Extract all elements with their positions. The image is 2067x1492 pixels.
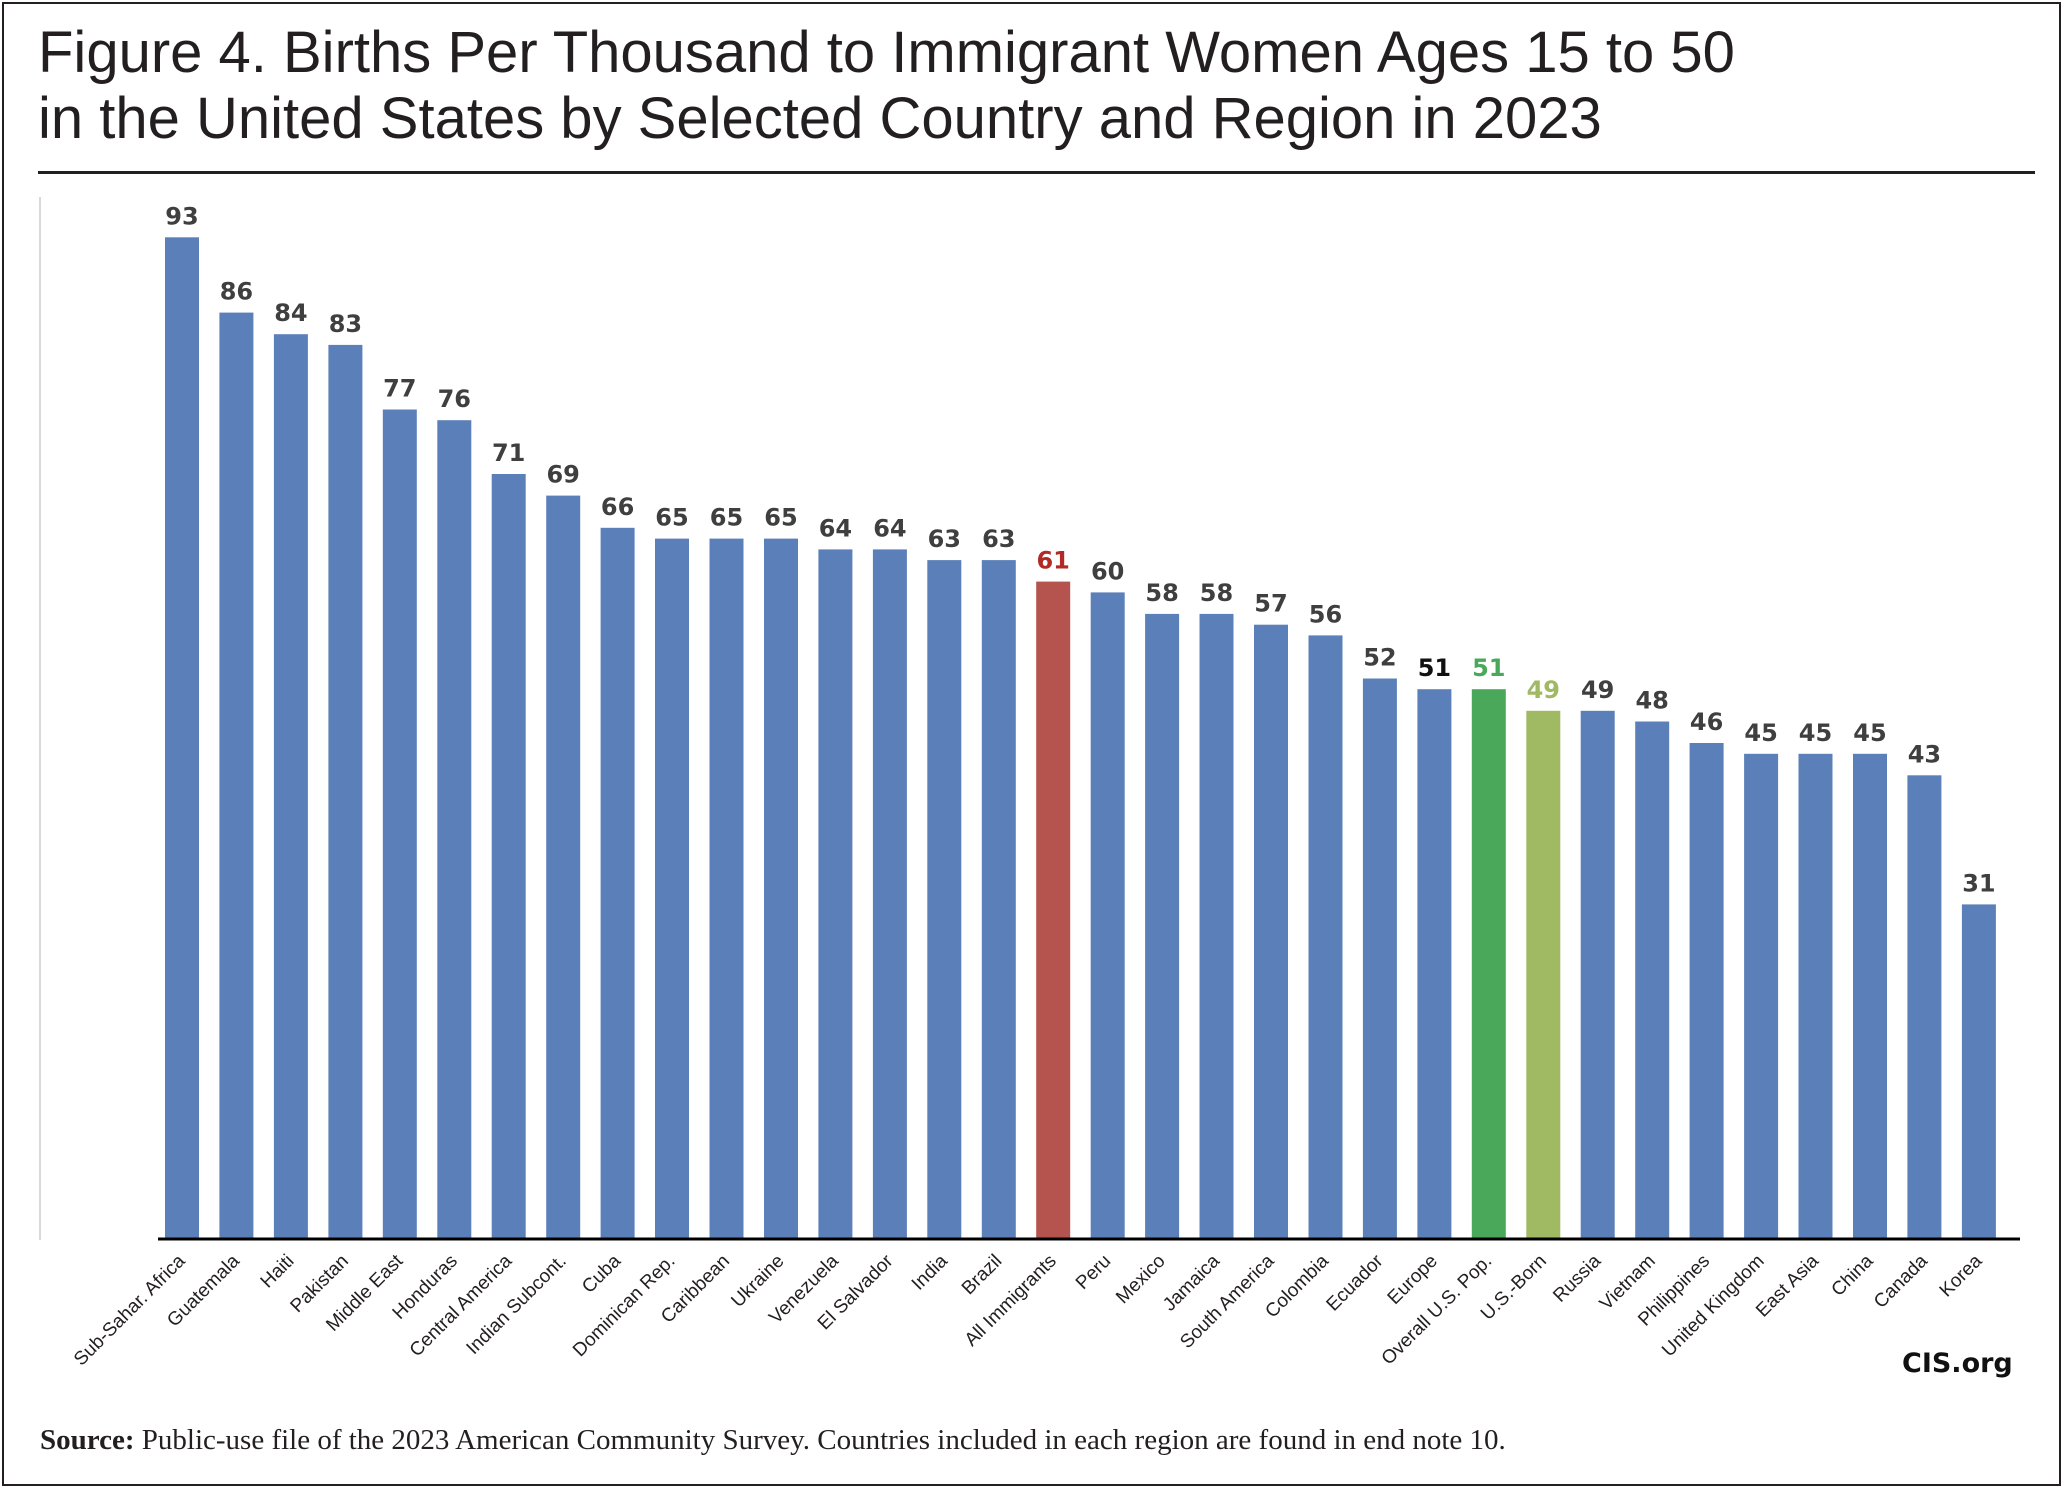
bar-indian-subcont	[546, 495, 581, 1239]
value-label-cuba: 66	[601, 493, 634, 521]
value-label-caribbean: 65	[710, 504, 743, 532]
bar-haiti	[273, 334, 308, 1238]
value-label-overall-u-s-pop: 51	[1472, 654, 1505, 682]
value-label-east-asia: 45	[1799, 719, 1832, 747]
bar-guatemala	[219, 312, 254, 1239]
figure-title-line-1: Figure 4. Births Per Thousand to Immigra…	[38, 20, 1735, 85]
figure-title: Figure 4. Births Per Thousand to Immigra…	[38, 20, 1938, 152]
value-label-china: 45	[1853, 719, 1886, 747]
value-label-venezuela: 64	[819, 514, 852, 542]
bar-cuba	[600, 527, 635, 1238]
bar-mexico	[1145, 613, 1180, 1238]
category-label-korea: Korea	[1936, 1250, 1987, 1301]
bar-russia	[1580, 710, 1615, 1238]
bar-pakistan	[328, 344, 363, 1238]
value-label-ukraine: 65	[764, 504, 797, 532]
value-label-all-immigrants: 61	[1036, 547, 1069, 575]
bar-philippines	[1689, 743, 1724, 1238]
category-label-haiti: Haiti	[257, 1251, 299, 1293]
bar-brazil	[981, 560, 1016, 1238]
bar-caribbean	[709, 538, 744, 1238]
bar-colombia	[1308, 635, 1343, 1238]
figure-title-line-2: in the United States by Selected Country…	[38, 86, 1602, 151]
source-note: Source: Public-use file of the 2023 Amer…	[40, 1424, 1506, 1457]
value-label-dominican-rep: 65	[655, 504, 688, 532]
title-divider	[38, 171, 2035, 174]
value-label-guatemala: 86	[220, 278, 253, 306]
value-label-indian-subcont: 69	[546, 461, 579, 489]
bar-venezuela	[818, 549, 853, 1238]
value-label-sub-sahar-africa: 93	[165, 202, 198, 230]
bar-vietnam	[1635, 721, 1670, 1238]
value-label-peru: 60	[1091, 557, 1124, 585]
value-label-korea: 31	[1962, 869, 1995, 897]
value-label-colombia: 56	[1309, 600, 1342, 628]
value-label-u-s-born: 49	[1527, 676, 1560, 704]
bar-all-immigrants	[1036, 581, 1071, 1238]
bar-middle-east	[382, 409, 417, 1238]
value-label-canada: 43	[1908, 740, 1941, 768]
bar-overall-u-s-pop	[1471, 689, 1506, 1238]
category-label-brazil: Brazil	[958, 1251, 1006, 1299]
value-label-brazil: 63	[982, 525, 1015, 553]
bar-jamaica	[1199, 613, 1234, 1238]
value-label-ecuador: 52	[1363, 644, 1396, 672]
bar-south-america	[1254, 624, 1288, 1238]
source-text: Public-use file of the 2023 American Com…	[134, 1424, 1506, 1456]
cis-credit: CIS.org	[1902, 1348, 2013, 1379]
bar-canada	[1907, 775, 1942, 1238]
bar-el-salvador	[872, 549, 907, 1238]
value-label-europe: 51	[1418, 654, 1451, 682]
bar-china	[1853, 753, 1887, 1238]
bar-central-america	[491, 474, 526, 1238]
value-label-central-america: 71	[492, 439, 525, 467]
value-label-jamaica: 58	[1200, 579, 1233, 607]
bar-ecuador	[1362, 678, 1397, 1238]
value-labels-group: 93 86 84 83 77 76 71 69 66 65 65 65 64 64 63 63 61 60 58 58…	[165, 202, 1995, 897]
value-label-el-salvador: 64	[873, 514, 906, 542]
bar-dominican-rep	[655, 538, 689, 1238]
category-label-indian-subcont: Indian Subcont.	[463, 1251, 571, 1359]
category-label-cuba: Cuba	[578, 1250, 625, 1297]
value-label-pakistan: 83	[329, 310, 362, 338]
value-label-honduras: 76	[438, 385, 471, 413]
bar-europe	[1417, 689, 1452, 1238]
bar-honduras	[437, 420, 472, 1238]
value-label-russia: 49	[1581, 676, 1614, 704]
bar-u-s-born	[1526, 710, 1561, 1238]
value-label-vietnam: 48	[1635, 687, 1668, 715]
bar-ukraine	[764, 538, 798, 1238]
bars-group	[165, 237, 1996, 1239]
bar-sub-sahar-africa	[165, 237, 199, 1239]
bar-india	[927, 560, 962, 1238]
category-label-ecuador: Ecuador	[1323, 1250, 1388, 1315]
value-label-south-america: 57	[1254, 590, 1287, 618]
category-label-south-america: South America	[1176, 1250, 1279, 1353]
source-label: Source:	[40, 1424, 135, 1456]
value-label-haiti: 84	[274, 299, 307, 327]
bar-peru	[1090, 592, 1125, 1238]
value-label-india: 63	[928, 525, 961, 553]
bar-east-asia	[1798, 753, 1833, 1238]
value-label-middle-east: 77	[383, 375, 416, 403]
category-label-china: China	[1828, 1250, 1878, 1300]
bar-korea	[1961, 904, 1996, 1238]
value-label-philippines: 46	[1690, 708, 1723, 736]
category-label-india: India	[908, 1250, 952, 1294]
category-label-peru: Peru	[1072, 1251, 1115, 1294]
value-label-mexico: 58	[1145, 579, 1178, 607]
bar-united-kingdom	[1744, 753, 1779, 1238]
category-label-canada: Canada	[1870, 1250, 1932, 1312]
value-label-united-kingdom: 45	[1744, 719, 1777, 747]
